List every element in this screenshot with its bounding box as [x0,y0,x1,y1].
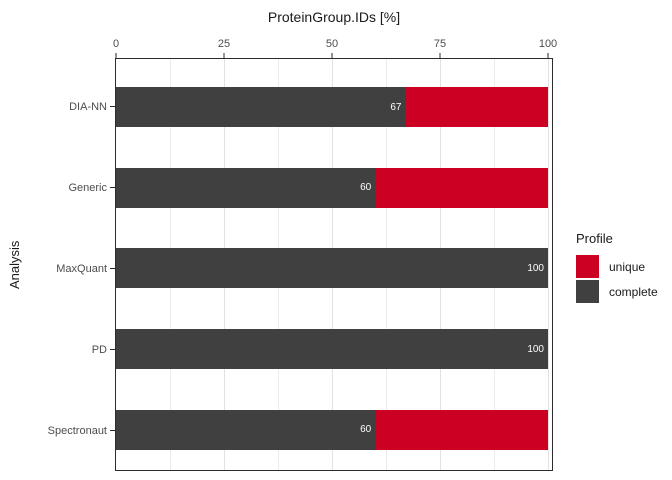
legend-entry-complete: complete [576,280,658,303]
bar-segment-unique [375,409,548,450]
x-tick-label: 100 [538,38,558,50]
x-axis-ticks [115,53,549,58]
bar-spectronaut: 60 [116,409,548,450]
x-tick-mark [331,53,333,58]
y-tick-mark [110,430,115,431]
y-tick-row [110,390,115,471]
bar-row-maxquant: 100 [116,228,548,309]
bar-maxquant: 100 [116,248,548,289]
y-axis-labels: DIA-NN Generic MaxQuant PD Spectronaut [0,58,107,471]
bar-row-generic: 60 [116,148,548,229]
plot-title: ProteinGroup.IDs [%] [267,9,401,25]
bar-row-dia-nn: 67 [116,67,548,148]
bar-dia-nn: 67 [116,87,548,128]
y-tick-label-row: DIA-NN [0,66,107,147]
y-tick-label-row: Spectronaut [0,390,107,471]
y-tick-label-generic: Generic [68,181,107,194]
bar-segment-complete: 60 [116,409,376,450]
x-tick-mark [439,53,441,58]
legend-swatch-unique [576,255,599,278]
legend-label-unique: unique [609,259,646,274]
y-axis-ticks [110,58,115,471]
y-tick-row [110,66,115,147]
bar-rows: 67 60 100 100 60 [116,59,548,470]
bar-value-label: 60 [360,182,372,194]
plot-panel: 67 60 100 100 60 [115,58,553,471]
y-tick-label-row: Generic [0,147,107,228]
gridline-major [548,59,549,470]
bar-segment-unique [405,87,548,128]
y-tick-label-row: MaxQuant [0,228,107,309]
bar-value-label: 100 [527,262,544,274]
x-tick-mark [547,53,549,58]
bar-value-label: 100 [527,343,544,355]
x-tick-mark [223,53,225,58]
x-tick-mark [115,53,117,58]
x-tick-label: 25 [217,38,231,50]
y-tick-mark [110,187,115,188]
legend-entry-unique: unique [576,255,658,278]
bar-pd: 100 [116,329,548,370]
bar-row-pd: 100 [116,309,548,390]
legend-label-complete: complete [609,284,658,299]
bar-segment-complete: 67 [116,87,406,128]
bar-generic: 60 [116,167,548,208]
x-tick-label: 50 [325,38,339,50]
bar-row-spectronaut: 60 [116,389,548,470]
y-tick-label-pd: PD [91,343,107,356]
legend-entries: unique complete [576,255,658,303]
bar-value-label: 67 [390,101,402,113]
bar-segment-complete: 100 [116,248,548,289]
x-tick-label: 0 [112,38,120,50]
y-tick-row [110,309,115,390]
x-tick-label: 75 [433,38,447,50]
y-tick-label-dia-nn: DIA-NN [69,100,107,113]
x-axis-labels: 0 25 50 75 100 [112,38,557,52]
y-tick-row [110,228,115,309]
y-tick-mark [110,349,115,350]
bar-segment-complete: 100 [116,329,548,370]
y-tick-mark [110,106,115,107]
plot-area: 67 60 100 100 60 [116,59,549,470]
legend: Profile unique complete [576,231,658,303]
bar-segment-unique [375,167,548,208]
y-tick-row [110,147,115,228]
y-tick-label-row: PD [0,309,107,390]
y-tick-label-spectronaut: Spectronaut [47,424,107,437]
y-tick-mark [110,268,115,269]
y-tick-label-maxquant: MaxQuant [56,262,107,275]
bar-segment-complete: 60 [116,167,376,208]
legend-title: Profile [576,231,613,246]
legend-swatch-complete [576,280,599,303]
bar-value-label: 60 [360,424,372,436]
